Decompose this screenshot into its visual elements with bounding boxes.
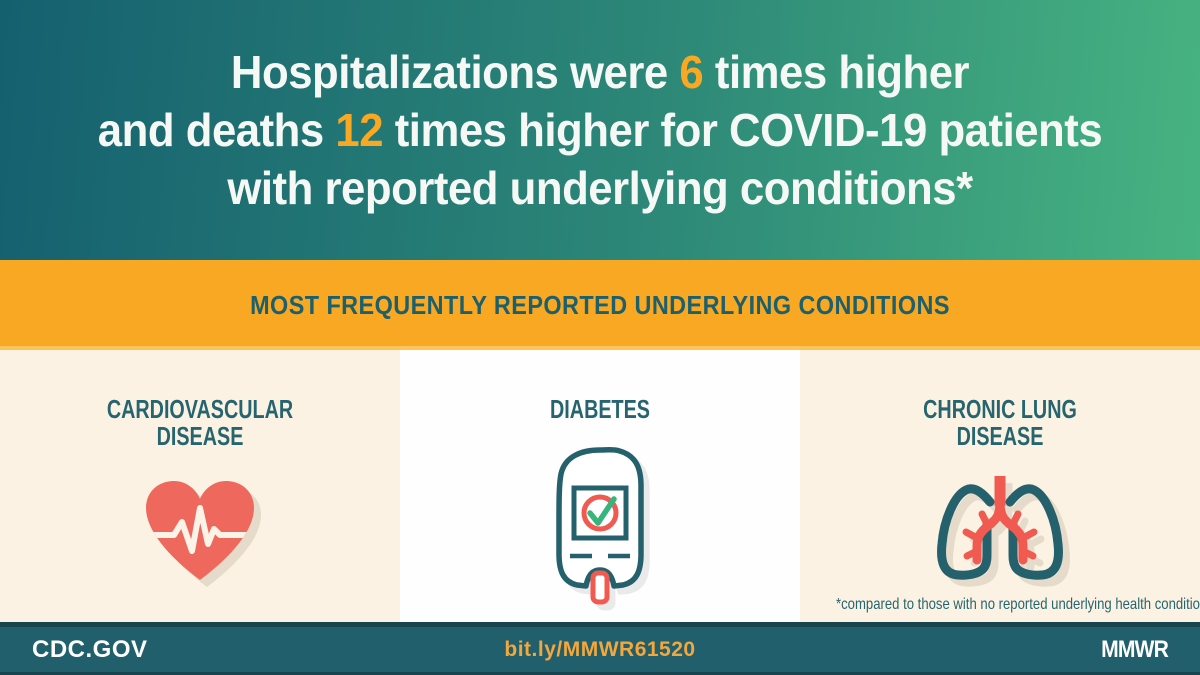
- condition-card-chronic-lung: CHRONIC LUNG DISEASE: [800, 350, 1200, 622]
- headline-line3: with reported underlying conditions*: [227, 162, 973, 214]
- condition-card-diabetes: DIABETES: [400, 350, 800, 622]
- headline-line2: and deaths 12 times higher for COVID-19 …: [97, 104, 1103, 156]
- headline-text: times higher: [703, 46, 970, 98]
- headline-text: and deaths: [97, 104, 336, 156]
- glucose-meter-icon: [550, 446, 650, 611]
- highlight-number-6: 6: [679, 46, 704, 98]
- header-section: Hospitalizations were 6 times higher and…: [0, 0, 1200, 260]
- conditions-row: CARDIOVASCULAR DISEASE DIABETES: [0, 350, 1200, 622]
- bitly-link[interactable]: bit.ly/MMWR61520: [504, 637, 696, 661]
- banner-title: MOST FREQUENTLY REPORTED UNDERLYING COND…: [250, 289, 950, 320]
- highlight-number-12: 12: [335, 104, 384, 156]
- headline-text: Hospitalizations were: [230, 46, 680, 98]
- mmwr-logo: MMWR: [1101, 635, 1169, 663]
- headline-text: times higher for COVID-19 patients: [383, 104, 1103, 156]
- headline: Hospitalizations were 6 times higher and…: [30, 43, 1170, 217]
- heart-ekg-icon: [140, 478, 260, 589]
- footer-bar: CDC.GOV bit.ly/MMWR61520 MMWR: [0, 622, 1200, 675]
- condition-label: DIABETES: [550, 394, 650, 424]
- cdc-gov-link[interactable]: CDC.GOV: [32, 635, 148, 663]
- lungs-icon: [930, 472, 1070, 595]
- headline-line1: Hospitalizations were 6 times higher: [230, 46, 970, 98]
- footnote: *compared to those with no reported unde…: [836, 596, 1200, 613]
- condition-label: CARDIOVASCULAR DISEASE: [106, 394, 294, 451]
- banner-section: MOST FREQUENTLY REPORTED UNDERLYING COND…: [0, 260, 1200, 350]
- condition-label: CHRONIC LUNG DISEASE: [923, 394, 1077, 451]
- condition-card-cardiovascular: CARDIOVASCULAR DISEASE: [0, 350, 400, 622]
